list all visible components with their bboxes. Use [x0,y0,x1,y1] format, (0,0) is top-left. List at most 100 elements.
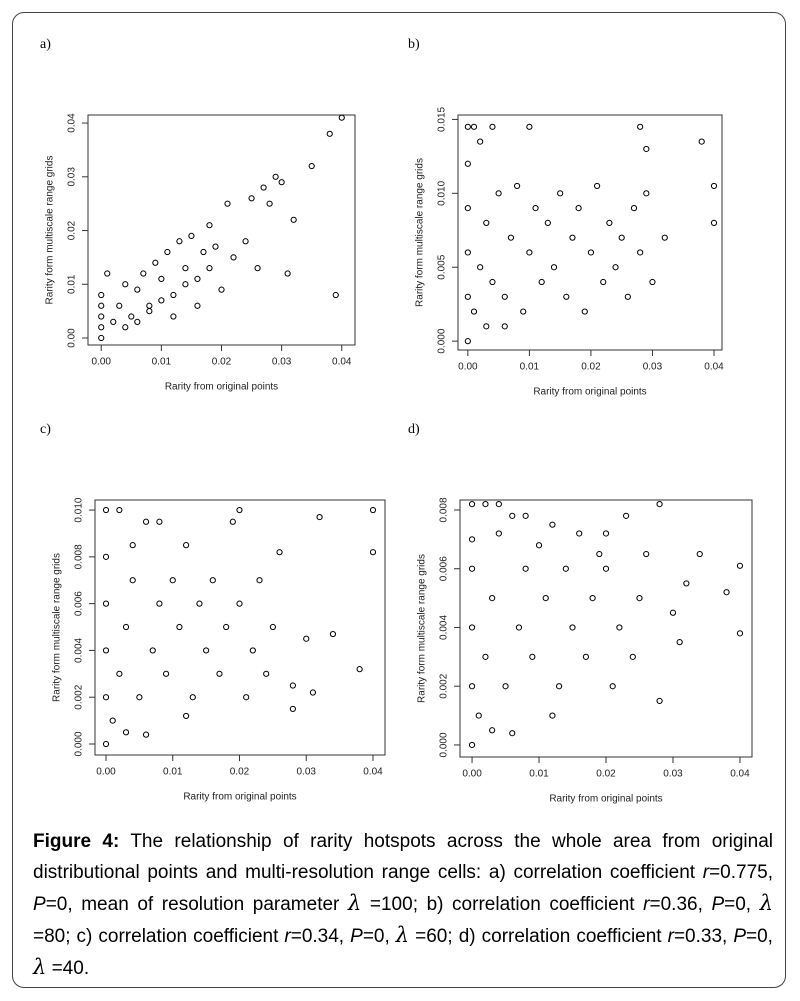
caption-text: =100; b) correlation coefficient [361,894,644,915]
x-tick-label: 0.00 [96,767,116,778]
y-tick-label: 0.000 [439,732,450,757]
y-tick-label: 0.008 [74,544,85,569]
point [236,600,243,607]
point [649,278,656,286]
point [129,577,136,584]
caption-text: =0, mean of resolution parameter [45,894,348,915]
x-tick-label: 0.00 [458,362,478,373]
caption-text: =0, [362,926,396,947]
point [513,182,521,190]
figure-frame [12,12,786,988]
point [109,717,116,724]
point [464,160,471,167]
point [176,238,183,245]
y-tick-label: 0.004 [74,637,85,662]
point [189,694,196,701]
x-tick-label: 0.03 [297,767,317,778]
point [102,694,110,701]
point [338,114,345,121]
point [587,249,595,256]
caption-text: =0, [724,894,760,915]
point [289,705,296,713]
point [636,595,643,602]
point [464,293,471,300]
point [122,281,129,288]
y-tick-label: 0.002 [439,673,450,698]
point [468,501,476,508]
x-tick-label: 0.04 [704,362,724,373]
point [544,219,551,226]
point [243,694,250,701]
point [249,647,256,654]
point [194,275,201,283]
point [656,697,663,705]
caption-text: =40. [46,958,90,979]
caption-text: λ [347,891,362,915]
plot-box [459,499,753,758]
point [146,308,153,315]
point [562,565,569,572]
point [122,729,130,736]
point [596,550,603,558]
point [236,506,243,514]
point [643,190,650,197]
y-axis-label: Rarity form multiscale range grids [45,156,56,305]
point [326,130,333,137]
point [98,334,105,342]
x-axis-label: Rarity from original points [533,387,646,398]
point [98,302,105,309]
point [569,234,576,241]
point [284,270,291,277]
point [369,506,377,514]
point [183,542,190,549]
point [182,265,189,272]
point [122,623,130,631]
point [464,205,471,212]
point [526,123,533,130]
point [661,234,668,241]
point [581,308,588,315]
point [575,205,582,212]
x-tick-label: 0.02 [212,357,232,368]
point [206,222,213,229]
caption-text: r [284,926,291,947]
point [522,512,529,519]
point [637,249,644,256]
point [256,577,263,584]
y-tick-label: 0.04 [67,113,78,133]
point [509,730,516,737]
point [216,670,223,677]
point [176,623,183,631]
point [149,647,156,654]
point [483,323,490,330]
point [468,536,476,543]
point [203,647,210,654]
caption-text: =80; c) correlation coefficient [33,926,285,947]
y-tick-label: 0.015 [437,106,448,131]
point [529,653,536,660]
point [489,123,496,130]
point [289,682,296,689]
point [736,630,744,637]
caption-text: λ [395,923,410,947]
point [169,577,176,584]
panel-label: b) [408,37,420,52]
caption-text: =0.33, [673,926,734,947]
point [468,683,476,690]
point [710,182,718,190]
point [272,173,279,180]
point [170,291,177,299]
point [475,712,482,719]
point [266,200,273,207]
point [102,553,110,560]
point [158,275,165,283]
point [248,195,255,202]
x-tick-label: 0.04 [730,769,750,780]
point [242,238,249,245]
point [482,501,489,508]
point [182,281,189,288]
point [102,506,110,514]
caption: Figure 4: The relationship of rarity hot… [33,826,773,984]
y-tick-label: 0.01 [67,274,78,294]
point [557,190,564,197]
